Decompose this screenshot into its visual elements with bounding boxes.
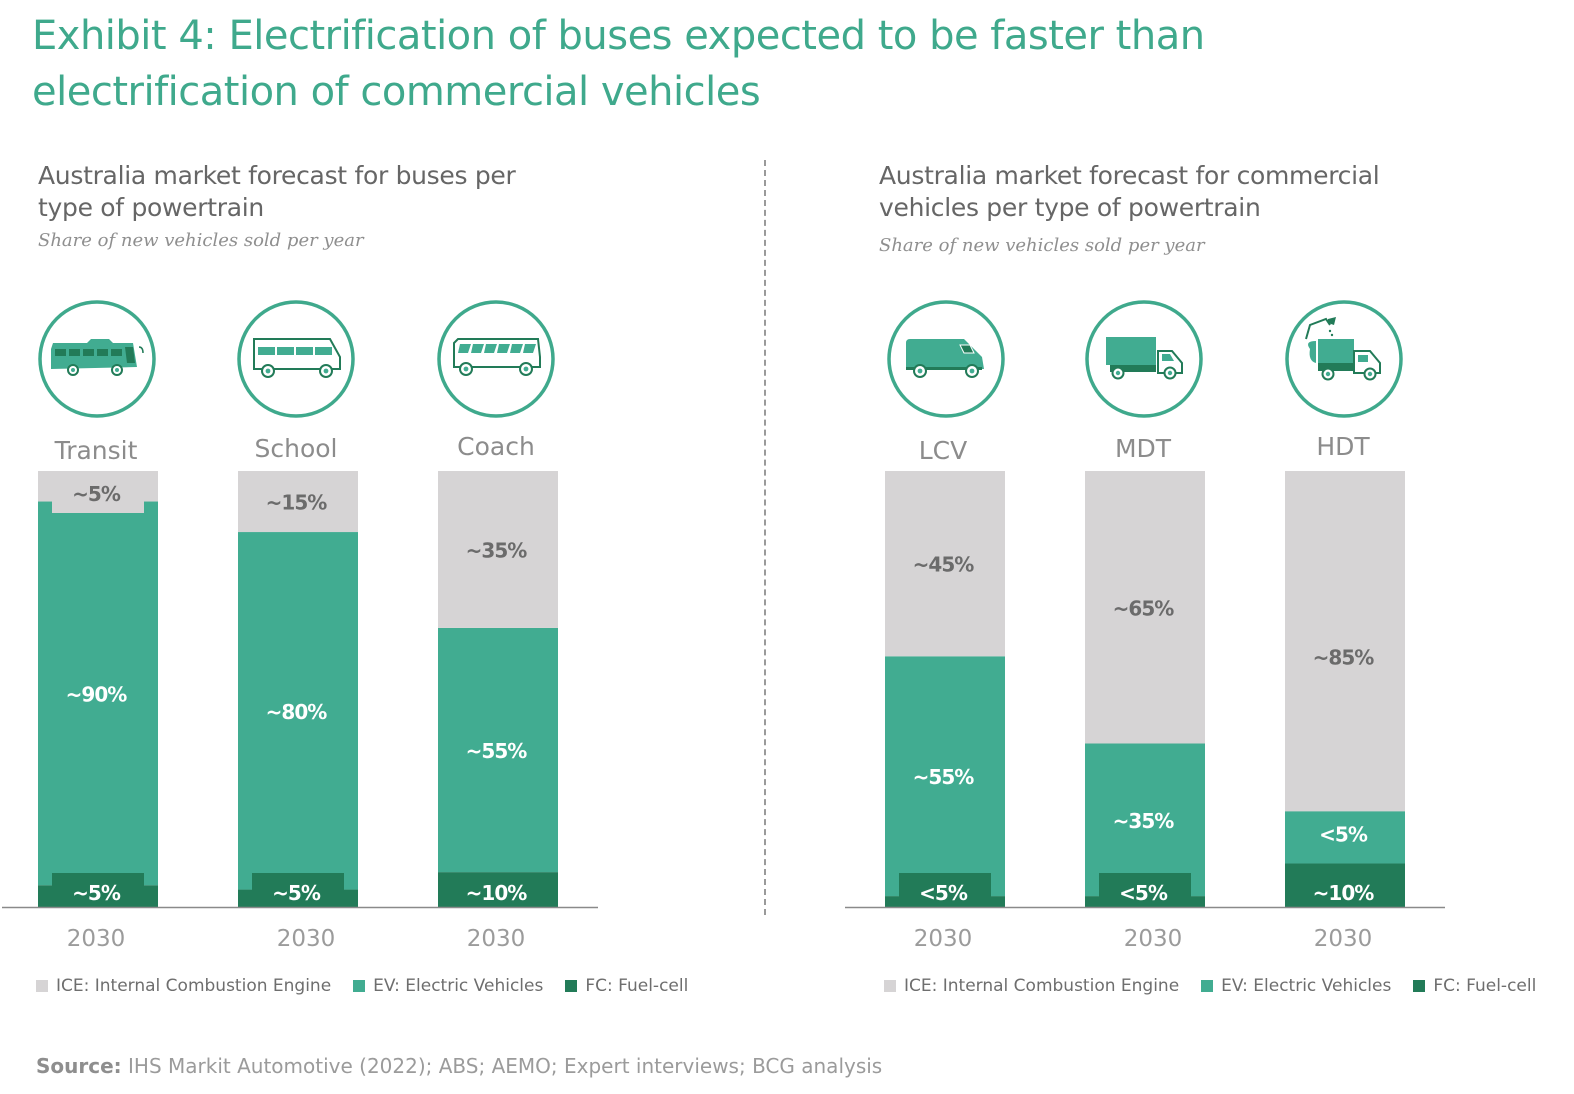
icon-ring bbox=[437, 300, 555, 418]
bar-segment-ice bbox=[885, 471, 1005, 657]
panel-divider bbox=[764, 160, 766, 915]
bar-segment-ice bbox=[238, 471, 358, 533]
legend-item-fc: FC: Fuel-cell bbox=[565, 976, 688, 996]
bar-segment-ev bbox=[1085, 743, 1205, 897]
label-tab bbox=[52, 873, 144, 907]
right-chart-title-line-2: vehicles per type of powertrain bbox=[879, 193, 1261, 222]
bar-segment-ice bbox=[1285, 471, 1405, 842]
legend-label-ice: ICE: Internal Combustion Engine bbox=[904, 976, 1180, 996]
legend-swatch-ice bbox=[36, 980, 48, 992]
value-label-ev: ~55% bbox=[466, 739, 528, 763]
bar-segment-ev bbox=[38, 501, 158, 886]
value-label-ev: ~55% bbox=[913, 765, 975, 789]
legend-label-fc: FC: Fuel-cell bbox=[1433, 976, 1537, 996]
category-label: LCV bbox=[919, 436, 968, 465]
value-label-fc: <5% bbox=[919, 881, 968, 905]
value-label-ev: <5% bbox=[1319, 822, 1368, 846]
value-label-ice: ~35% bbox=[466, 538, 528, 562]
category-label: HDT bbox=[1316, 432, 1370, 461]
bar-segment-fc bbox=[1285, 863, 1405, 907]
chart-buses: Transit ~5% ~90% ~5% 2030 School ~5% ~80% ~15% 20… bbox=[2, 300, 598, 952]
x-tick-label: 2030 bbox=[914, 926, 973, 952]
bar-segment-ev bbox=[438, 627, 558, 873]
value-label-ev: ~80% bbox=[266, 700, 328, 724]
transit-bus-icon bbox=[51, 339, 144, 376]
coach-bus-icon bbox=[453, 338, 541, 376]
legend-item-ev: EV: Electric Vehicles bbox=[1201, 976, 1391, 996]
label-tab bbox=[52, 471, 144, 513]
legend-swatch-ev bbox=[1201, 980, 1214, 992]
exhibit-title-line-1: Exhibit 4: Electrification of buses expe… bbox=[32, 13, 1205, 59]
source-text: IHS Markit Automotive (2022); ABS; AEMO;… bbox=[128, 1054, 883, 1078]
legend-label-ev: EV: Electric Vehicles bbox=[373, 976, 544, 996]
van-icon bbox=[906, 339, 984, 378]
value-label-ice: ~15% bbox=[266, 491, 328, 515]
value-label-ev: ~90% bbox=[66, 682, 128, 706]
legend-swatch-fc bbox=[565, 980, 578, 992]
x-tick-label: 2030 bbox=[1124, 926, 1183, 952]
source-note: Source: IHS Markit Automotive (2022); AB… bbox=[36, 1054, 882, 1078]
exhibit-title: Exhibit 4: Electrification of buses expe… bbox=[32, 8, 1432, 120]
label-tab bbox=[1285, 811, 1405, 864]
bar-segment-ice bbox=[1085, 471, 1205, 744]
legend-label-ev: EV: Electric Vehicles bbox=[1221, 976, 1392, 996]
value-label-ice: ~5% bbox=[72, 482, 121, 506]
value-label-ice: ~85% bbox=[1313, 645, 1375, 669]
x-tick-label: 2030 bbox=[467, 926, 526, 952]
school-bus-icon bbox=[253, 338, 341, 378]
category-label: Transit bbox=[54, 436, 138, 465]
box-truck-icon bbox=[1106, 337, 1183, 380]
value-label-fc: ~5% bbox=[72, 881, 121, 905]
left-legend: ICE: Internal Combustion Engine EV: Elec… bbox=[36, 976, 688, 996]
left-chart-title-line-1: Australia market forecast for buses per bbox=[38, 161, 516, 190]
legend-label-fc: FC: Fuel-cell bbox=[585, 976, 689, 996]
category-label: Coach bbox=[457, 432, 535, 461]
right-chart-subtitle: Share of new vehicles sold per year bbox=[879, 235, 1205, 256]
value-label-ice: ~45% bbox=[913, 553, 975, 577]
bar-segment-ice bbox=[438, 471, 558, 628]
right-chart-title-line-1: Australia market forecast for commercial bbox=[879, 161, 1380, 190]
value-label-fc: <5% bbox=[1119, 881, 1168, 905]
legend-swatch-fc bbox=[1413, 980, 1426, 992]
garbage-truck-icon bbox=[1305, 317, 1381, 381]
legend-swatch-ice bbox=[884, 980, 896, 992]
x-tick-label: 2030 bbox=[277, 926, 336, 952]
value-label-fc: ~5% bbox=[272, 881, 321, 905]
chart-commercial-vehicles: LCV <5% ~55% ~45% 2030 MDT <5% ~35% ~65% 2030 HDT ~… bbox=[845, 300, 1445, 952]
bar-segment-fc bbox=[438, 872, 558, 907]
bar-segment-ev bbox=[885, 656, 1005, 897]
label-tab bbox=[252, 873, 344, 907]
value-label-fc: ~10% bbox=[466, 881, 528, 905]
legend-item-fc: FC: Fuel-cell bbox=[1413, 976, 1536, 996]
exhibit-title-line-2: electrification of commercial vehicles bbox=[32, 69, 761, 115]
bar-segment-ev bbox=[238, 532, 358, 890]
category-label: School bbox=[255, 434, 338, 463]
left-chart-title-line-2: type of powertrain bbox=[38, 193, 264, 222]
value-label-ev: ~35% bbox=[1113, 809, 1175, 833]
value-label-fc: ~10% bbox=[1313, 881, 1375, 905]
x-tick-label: 2030 bbox=[67, 926, 126, 952]
icon-ring bbox=[237, 300, 355, 418]
legend-label-ice: ICE: Internal Combustion Engine bbox=[56, 976, 332, 996]
right-chart-title: Australia market forecast for commercial… bbox=[879, 160, 1380, 224]
label-tab bbox=[899, 873, 991, 907]
category-label: MDT bbox=[1115, 434, 1172, 463]
legend-item-ev: EV: Electric Vehicles bbox=[353, 976, 543, 996]
legend-item-ice: ICE: Internal Combustion Engine bbox=[36, 976, 331, 996]
legend-swatch-ev bbox=[353, 980, 366, 992]
x-tick-label: 2030 bbox=[1314, 926, 1373, 952]
source-label: Source: bbox=[36, 1054, 122, 1078]
label-tab bbox=[1099, 873, 1191, 907]
left-chart-title: Australia market forecast for buses per … bbox=[38, 160, 516, 224]
legend-item-ice: ICE: Internal Combustion Engine bbox=[884, 976, 1179, 996]
value-label-ice: ~65% bbox=[1113, 596, 1175, 620]
right-legend: ICE: Internal Combustion Engine EV: Elec… bbox=[884, 976, 1536, 996]
left-chart-subtitle: Share of new vehicles sold per year bbox=[38, 230, 364, 251]
